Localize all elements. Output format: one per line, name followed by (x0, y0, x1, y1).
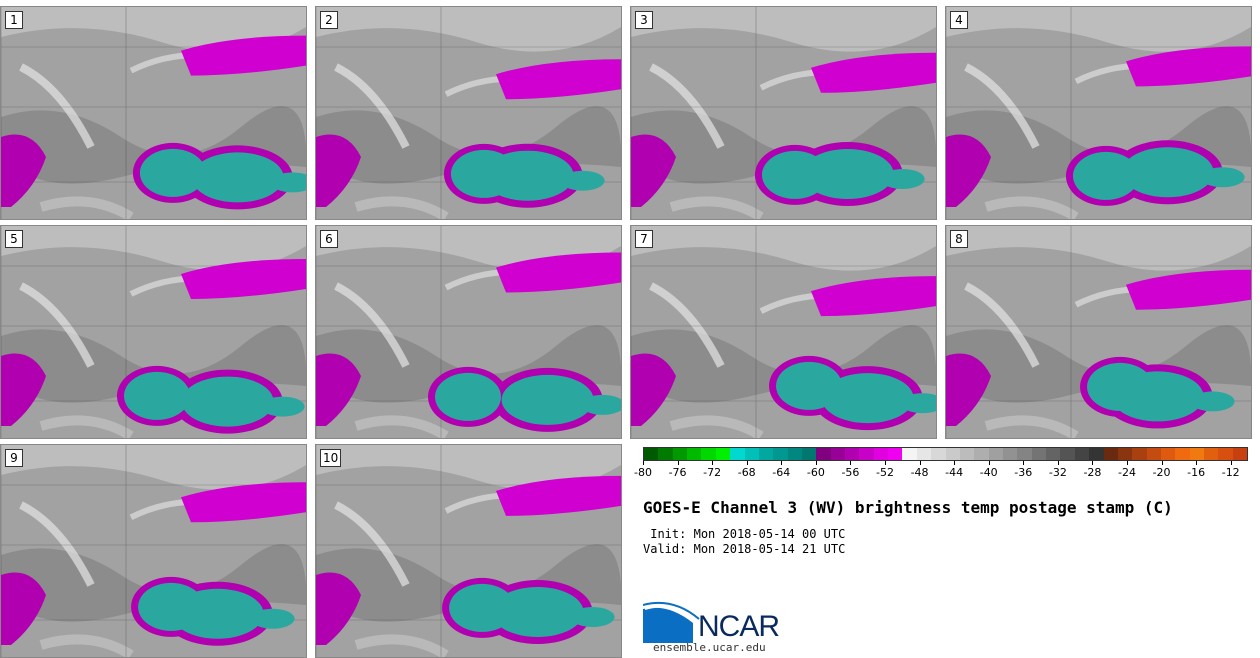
colorbar-swatch (1074, 448, 1090, 460)
colorbar-tick-label: -28 (1072, 461, 1112, 479)
colorbar-swatch (1103, 448, 1118, 460)
colorbar-swatch (787, 448, 802, 460)
colorbar-tick-label: -64 (761, 461, 801, 479)
colorbar-swatch (931, 448, 946, 460)
member-number-label: 5 (5, 230, 23, 248)
colorbar-tick-label: -68 (727, 461, 767, 479)
colorbar-tick-label: -60 (796, 461, 836, 479)
colorbar-swatch (687, 448, 702, 460)
colorbar-swatch (888, 448, 903, 460)
member-number-label: 4 (950, 11, 968, 29)
ensemble-member-panel: 9 (0, 444, 307, 658)
ensemble-member-panel: 2 (315, 6, 622, 220)
colorbar-swatch (672, 448, 688, 460)
colorbar-tick-label: -80 (623, 461, 663, 479)
member-number-label: 10 (320, 449, 342, 467)
colorbar-swatch (859, 448, 874, 460)
colorbar-swatch (1089, 448, 1104, 460)
colorbar-swatch (959, 448, 975, 460)
colorbar-swatch (701, 448, 716, 460)
colorbar-swatch (1060, 448, 1075, 460)
colorbar-tick-label: -56 (830, 461, 870, 479)
colorbar-swatch (644, 448, 659, 460)
colorbar-tick-label: -40 (969, 461, 1009, 479)
colorbar-swatch (873, 448, 889, 460)
init-time: Init: Mon 2018-05-14 00 UTC (650, 527, 846, 541)
colorbar-swatch (1175, 448, 1190, 460)
colorbar-swatch (1002, 448, 1018, 460)
colorbar-swatch (916, 448, 932, 460)
ensemble-member-panel: 3 (630, 6, 937, 220)
colorbar-swatch (744, 448, 759, 460)
figure-title: GOES-E Channel 3 (WV) brightness temp po… (643, 498, 1173, 517)
colorbar-ticks: -80 -76 -72 -68 -64 -60 -56 -52 -48 -44 -40 -36 -32-… (634, 461, 1251, 484)
colorbar-tick-label: -20 (1142, 461, 1182, 479)
colorbar-tick-label: -72 (692, 461, 732, 479)
colorbar-swatch (1046, 448, 1061, 460)
ncar-logo-icon (643, 601, 700, 643)
colorbar-swatch (1218, 448, 1233, 460)
colorbar-tick-label: -24 (1107, 461, 1147, 479)
colorbar-swatch (1117, 448, 1133, 460)
ensemble-member-panel: 5 (0, 225, 307, 439)
member-number-label: 8 (950, 230, 968, 248)
colorbar-swatch (1204, 448, 1219, 460)
colorbar-swatch (1017, 448, 1032, 460)
colorbar-swatch (830, 448, 846, 460)
colorbar-swatch (845, 448, 860, 460)
colorbar-swatch (715, 448, 731, 460)
colorbar-swatch (758, 448, 774, 460)
member-number-label: 3 (635, 11, 653, 29)
ensemble-member-panel: 10 (315, 444, 622, 658)
colorbar-tick-label: -52 (865, 461, 905, 479)
colorbar-swatch (1232, 448, 1248, 460)
colorbar-swatch (1031, 448, 1047, 460)
colorbar-tick-label: -76 (658, 461, 698, 479)
colorbar-swatch (902, 448, 917, 460)
colorbar-tick-label: -16 (1176, 461, 1216, 479)
member-number-label: 6 (320, 230, 338, 248)
colorbar-swatch (773, 448, 788, 460)
colorbar-swatch (1132, 448, 1147, 460)
colorbar-swatch (730, 448, 745, 460)
ensemble-member-panel: 1 (0, 6, 307, 220)
ensemble-member-panel: 7 (630, 225, 937, 439)
member-number-label: 9 (5, 449, 23, 467)
member-number-label: 2 (320, 11, 338, 29)
colorbar-swatch (1189, 448, 1205, 460)
colorbar-swatch (974, 448, 989, 460)
colorbar-swatch (658, 448, 673, 460)
colorbar-swatch (1160, 448, 1176, 460)
member-number-label: 7 (635, 230, 653, 248)
colorbar-swatch (1146, 448, 1161, 460)
colorbar-swatch (988, 448, 1003, 460)
ensemble-member-panel: 4 (945, 6, 1252, 220)
colorbar-swatch (816, 448, 831, 460)
colorbar-tick-label: -44 (934, 461, 974, 479)
colorbar-tick-label: -36 (1003, 461, 1043, 479)
member-number-label: 1 (5, 11, 23, 29)
colorbar-swatch (801, 448, 817, 460)
ncar-logo-text: NCAR (698, 610, 780, 643)
ensemble-member-panel: 8 (945, 225, 1252, 439)
colorbar-tick-label: -32 (1038, 461, 1078, 479)
ensemble-member-panel: 6 (315, 225, 622, 439)
colorbar-swatch (945, 448, 960, 460)
colorbar-tick-label: -12 (1211, 461, 1251, 479)
valid-time: Valid: Mon 2018-05-14 21 UTC (643, 542, 846, 556)
website-url: ensemble.ucar.edu (653, 641, 766, 654)
colorbar-tick-label: -48 (900, 461, 940, 479)
colorbar (643, 447, 1248, 461)
